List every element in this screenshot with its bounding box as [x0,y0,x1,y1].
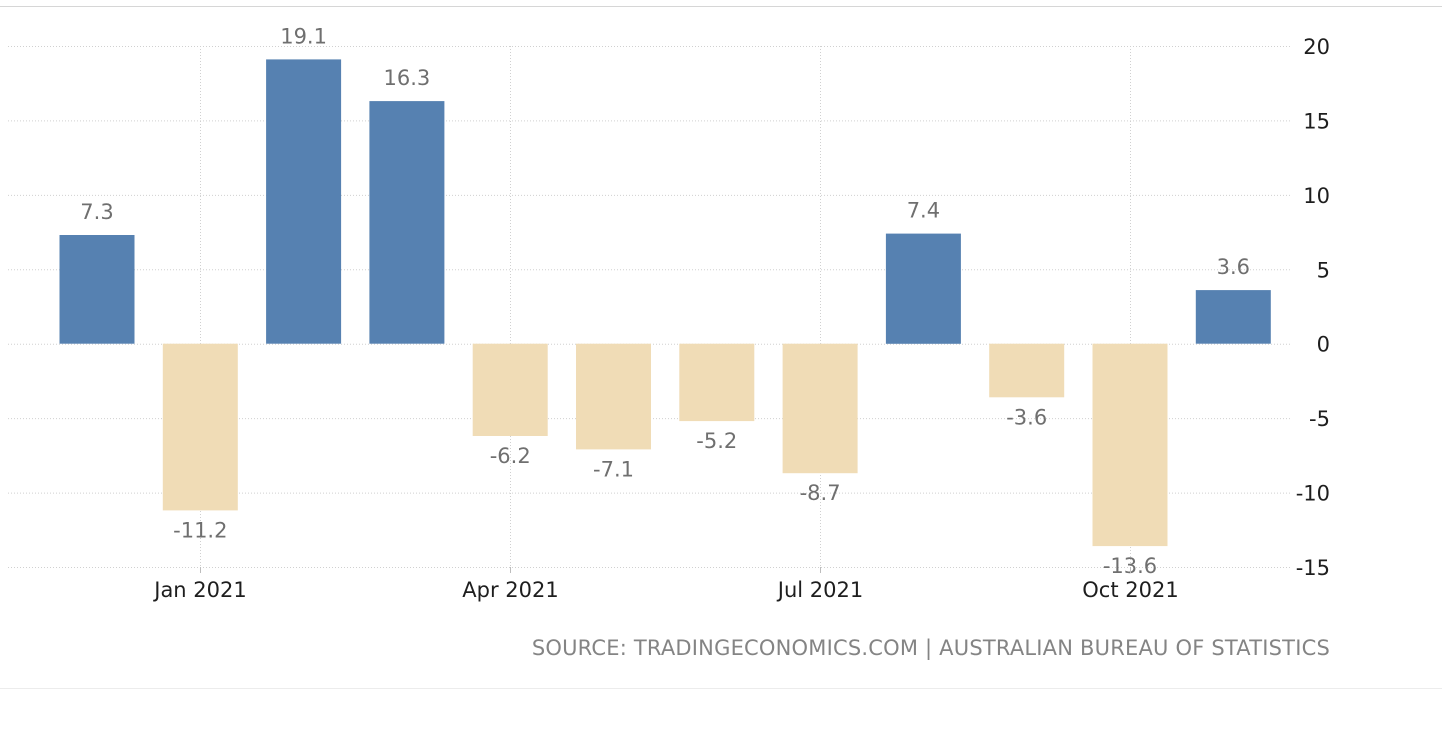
bar-positive [885,233,961,344]
top-divider [0,6,1442,7]
bars [59,59,1271,547]
x-tick-label: Oct 2021 [1082,578,1178,602]
data-label: 3.6 [1217,255,1250,279]
bar-positive [266,59,342,344]
bar-negative [782,343,858,474]
bar-negative [472,343,548,436]
bar-positive [369,101,445,344]
y-tick-label: 5 [1317,258,1330,282]
bar-negative [1092,343,1168,547]
data-label: -5.2 [696,429,737,453]
y-tick-label: -5 [1309,407,1330,431]
y-tick-label: 20 [1303,35,1330,59]
bar-positive [1195,290,1271,344]
data-label: 7.3 [80,200,113,224]
bar-positive [59,235,135,344]
data-label: -7.1 [593,457,634,481]
bar-negative [679,343,755,422]
data-label: -8.7 [800,481,841,505]
bar-chart: 7.3 -11.2 19.1 16.3 -6.2 -7.1 -5.2 -8.7 7.4 -3.6 -… [8,24,1330,602]
y-tick-label: -10 [1296,482,1330,506]
bar-negative [989,343,1065,398]
data-label: -3.6 [1006,405,1047,429]
bar-negative [162,343,238,511]
bar-negative [576,343,651,450]
data-label: -13.6 [1103,554,1157,578]
data-label: 19.1 [280,24,327,48]
x-tick-label: Apr 2021 [462,578,558,602]
y-axis-ticks: 20 15 10 5 0 -5 -10 -15 [1296,35,1330,580]
x-axis-ticks: Jan 2021 Apr 2021 Jul 2021 Oct 2021 [152,567,1179,602]
x-tick-label: Jul 2021 [776,578,863,602]
data-label: -11.2 [173,518,227,542]
bottom-divider [0,688,1442,689]
data-label: -6.2 [490,444,531,468]
data-label: 16.3 [384,66,431,90]
x-tick-label: Jan 2021 [152,578,247,602]
y-tick-label: -15 [1296,556,1330,580]
y-tick-label: 15 [1303,109,1330,133]
source-attribution: SOURCE: TRADINGECONOMICS.COM | AUSTRALIA… [531,636,1330,660]
y-tick-label: 0 [1317,333,1330,357]
data-labels: 7.3 -11.2 19.1 16.3 -6.2 -7.1 -5.2 -8.7 7.4 -3.6 -… [80,24,1250,578]
data-label: 7.4 [907,199,940,223]
y-tick-label: 10 [1303,184,1330,208]
